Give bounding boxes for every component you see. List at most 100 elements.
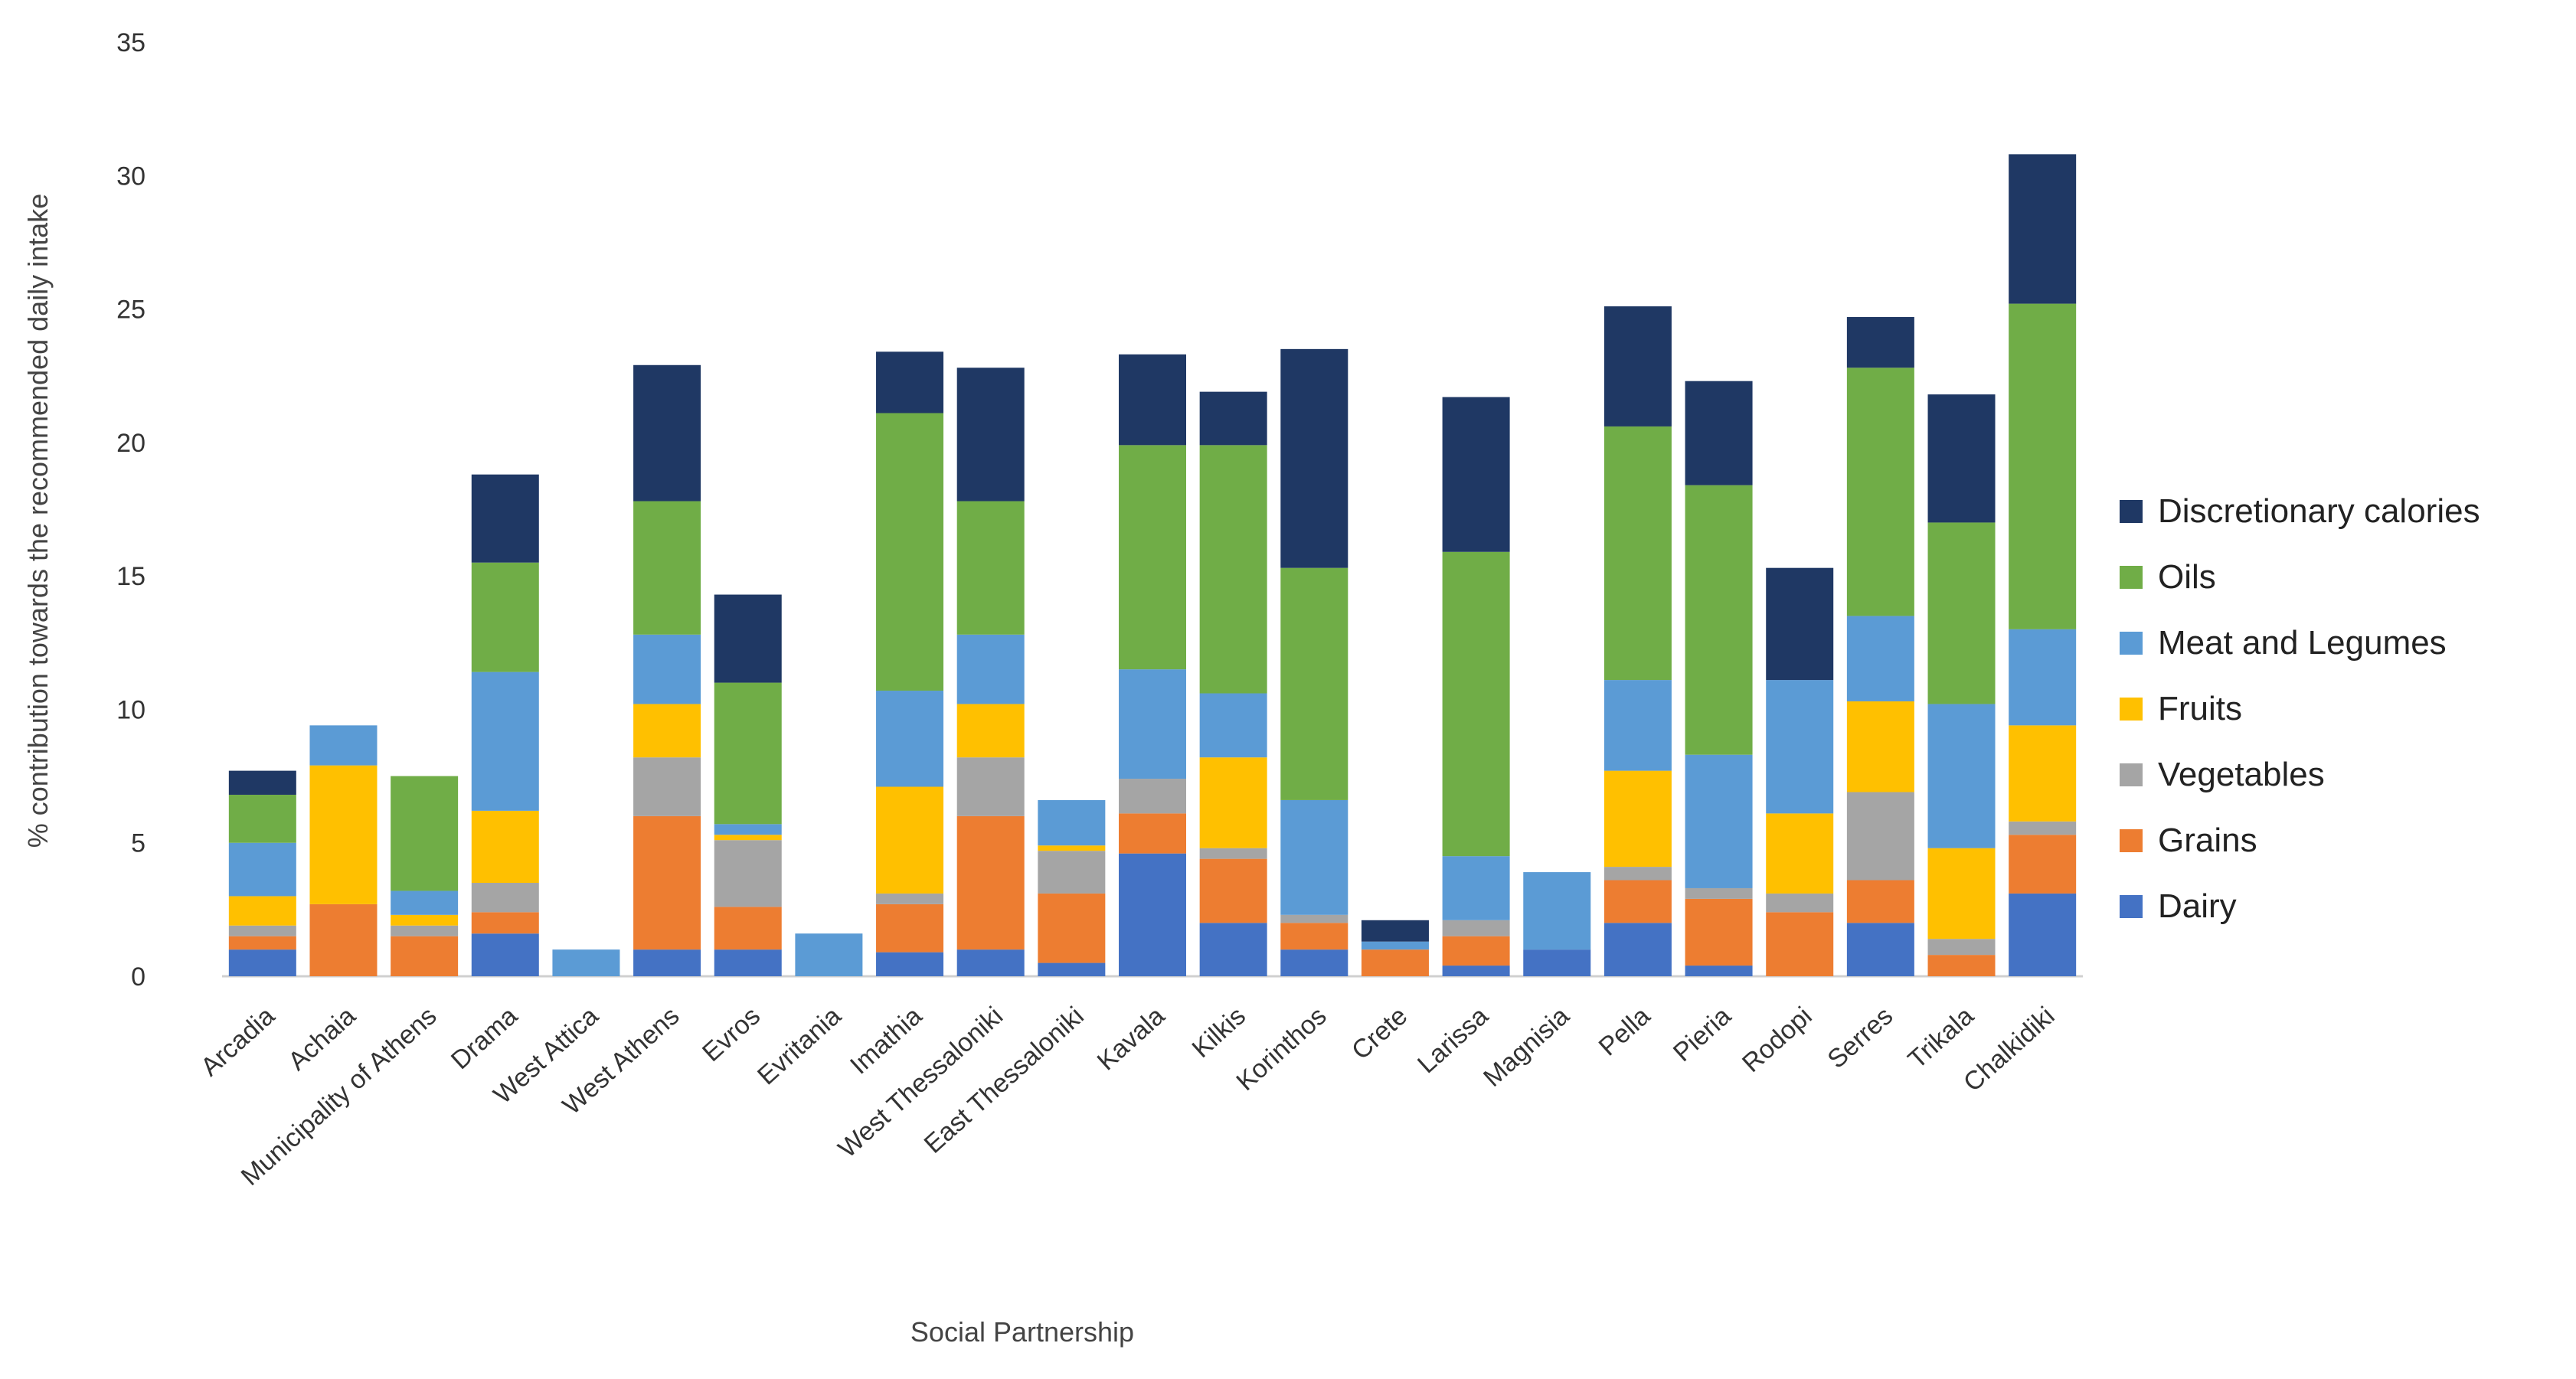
legend-swatch (2120, 829, 2143, 852)
legend-swatch (2120, 500, 2143, 523)
bar-segment (1199, 848, 1267, 859)
bar-segment (1119, 445, 1186, 670)
bar-segment (1685, 754, 1753, 888)
bar-segment (633, 704, 701, 758)
bar-segment (1846, 792, 1914, 881)
bar-segment (1927, 955, 1996, 976)
bar-segment (471, 474, 539, 563)
bar-segment (1846, 923, 1914, 976)
bar-segment (1280, 923, 1348, 950)
bar-segment (1119, 779, 1186, 814)
x-tick-label: Korinthos (1231, 1002, 1332, 1096)
bar-segment (1685, 898, 1753, 966)
bar-segment (1603, 923, 1672, 976)
y-axis-title: % contribution towards the recommended d… (22, 194, 54, 848)
y-tick-label: 15 (116, 562, 145, 591)
bar-segment (1361, 941, 1429, 950)
legend-swatch (2120, 895, 2143, 918)
bar-segment (228, 794, 296, 843)
bar-segment (1361, 920, 1429, 942)
x-tick-label: Evritania (752, 1002, 847, 1091)
bar-segment (228, 896, 296, 926)
legend-label: Fruits (2158, 690, 2242, 727)
x-tick-label: Kilkis (1187, 1002, 1251, 1064)
bar-segment (1199, 445, 1267, 694)
bar-segment (2009, 629, 2077, 726)
bar-segment (391, 925, 459, 936)
bar-segment (633, 634, 701, 704)
bar-segment (1038, 799, 1106, 846)
bar-segment (876, 904, 944, 953)
bar-segment (309, 725, 378, 766)
bar-segment (1685, 887, 1753, 899)
bar-segment (876, 691, 944, 787)
bar-segment (309, 904, 378, 976)
y-tick-label: 25 (116, 296, 145, 325)
bar-segment (1685, 485, 1753, 755)
bar-segment (391, 890, 459, 915)
bar-segment (1442, 920, 1510, 936)
bar-segment (1442, 966, 1510, 976)
bar-segment (714, 594, 782, 683)
bar-segment (471, 810, 539, 883)
bar-segment (1280, 348, 1348, 568)
bar-segment (1603, 426, 1672, 681)
bar-segment (2009, 893, 2077, 976)
bar-segment (2009, 154, 2077, 304)
bar-segment (391, 936, 459, 976)
bar-segment (633, 364, 701, 502)
bar-segment (2009, 821, 2077, 835)
x-tick-label: Kavala (1092, 1002, 1171, 1077)
y-tick-label: 10 (116, 695, 145, 724)
bar-segment (1846, 616, 1914, 701)
bar-segment (1846, 368, 1914, 616)
bar-segment (714, 682, 782, 825)
bar-segment (1442, 551, 1510, 857)
bar-segment (552, 949, 620, 976)
x-tick-label: Rodopi (1737, 1002, 1818, 1078)
bar-segment (471, 912, 539, 934)
bar-segment (1038, 851, 1106, 894)
bar-segment (309, 765, 378, 904)
bar-segment (1442, 397, 1510, 552)
legend: Discretionary calories Oils Meat and Legum… (2120, 492, 2480, 925)
bar-segment (795, 933, 863, 976)
x-tick-label: Drama (446, 1002, 523, 1076)
bar-segment (1199, 858, 1267, 923)
bar-segment (876, 413, 944, 691)
bar-segment (1766, 680, 1834, 814)
bar-segment (714, 949, 782, 976)
bar-segment (1846, 317, 1914, 368)
bar-segment (876, 786, 944, 894)
x-axis-title: Social Partnership (910, 1316, 1134, 1348)
x-tick-label: Achaia (283, 1002, 361, 1077)
bar-segment (1685, 381, 1753, 485)
bar-segment (1038, 962, 1106, 976)
bar-segment (471, 672, 539, 811)
bar-segment (876, 351, 944, 413)
bar-segment (228, 770, 296, 795)
bar-segment (1846, 701, 1914, 792)
bar-segment (1846, 880, 1914, 923)
x-tick-label: Trikala (1903, 1002, 1979, 1075)
bar-segment (471, 883, 539, 913)
bar-segment (228, 936, 296, 950)
bar-segment (1603, 867, 1672, 881)
x-tick-label: Pella (1594, 1002, 1656, 1062)
y-tick-label: 20 (116, 429, 145, 458)
bar-segment (1442, 936, 1510, 966)
x-tick-label: Serres (1822, 1002, 1898, 1074)
bar-segment (633, 949, 701, 976)
bar-segment (1523, 872, 1591, 950)
bar-segment (633, 757, 701, 816)
bar-segment (1361, 949, 1429, 976)
bar-segment (1038, 893, 1106, 963)
legend-label: Vegetables (2158, 756, 2325, 793)
bar-segment (956, 634, 1025, 704)
legend-label: Oils (2158, 558, 2216, 596)
bar-segment (1766, 813, 1834, 894)
x-tick-label: Pieria (1668, 1002, 1737, 1067)
bar-segment (1199, 923, 1267, 976)
